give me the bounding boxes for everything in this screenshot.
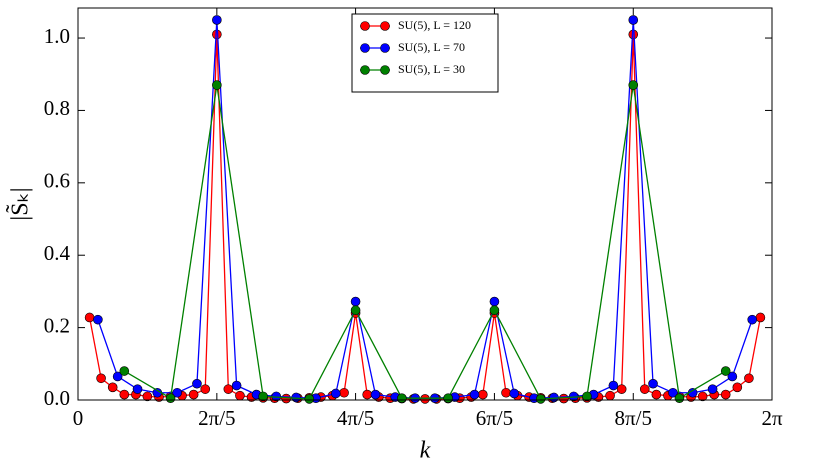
x-axis-label: k bbox=[420, 438, 431, 464]
point bbox=[339, 387, 349, 398]
point bbox=[304, 394, 315, 404]
point bbox=[720, 366, 731, 376]
point bbox=[119, 389, 130, 400]
point bbox=[172, 387, 182, 398]
point bbox=[350, 296, 361, 307]
legend-marker bbox=[380, 21, 390, 31]
x-tick-label: 4π/5 bbox=[337, 406, 374, 430]
point bbox=[668, 387, 678, 398]
y-tick-label: 0.0 bbox=[44, 386, 70, 410]
point bbox=[501, 387, 511, 398]
legend-box bbox=[351, 13, 499, 93]
y-tick-label: 0.8 bbox=[44, 96, 70, 120]
point bbox=[107, 382, 118, 393]
point bbox=[558, 393, 569, 404]
point bbox=[281, 393, 292, 404]
x-tick-label: 6π/5 bbox=[476, 406, 513, 430]
legend-label: SU(5), L = 30 bbox=[398, 62, 465, 76]
point bbox=[350, 305, 361, 316]
point bbox=[212, 15, 222, 25]
point bbox=[223, 384, 234, 394]
plot-frame bbox=[77, 7, 773, 401]
point bbox=[616, 384, 627, 394]
point bbox=[200, 384, 211, 394]
point bbox=[258, 391, 268, 402]
point bbox=[188, 389, 199, 400]
point bbox=[231, 380, 242, 391]
y-axis-label: |S̃ₖ| bbox=[6, 187, 34, 220]
point bbox=[720, 389, 731, 400]
point bbox=[582, 391, 592, 402]
point bbox=[732, 382, 743, 393]
x-tick-label: 0 bbox=[73, 406, 84, 430]
point bbox=[697, 391, 708, 402]
point bbox=[628, 15, 639, 25]
point bbox=[112, 371, 123, 382]
series-line bbox=[123, 85, 727, 400]
point bbox=[212, 80, 222, 90]
legend-marker bbox=[380, 65, 390, 75]
y-tick-label: 0.4 bbox=[44, 241, 71, 265]
point bbox=[639, 384, 650, 394]
point bbox=[628, 80, 639, 90]
legend: SU(5), L = 120 SU(5), L = 70 SU(5), L = 30 bbox=[351, 13, 499, 93]
y-tick-label: 0.2 bbox=[44, 313, 70, 337]
x-tick-label: 2π/5 bbox=[198, 406, 235, 430]
point bbox=[165, 393, 176, 403]
x-tick-label: 8π/5 bbox=[615, 406, 652, 430]
legend-marker bbox=[360, 65, 370, 75]
point bbox=[362, 389, 372, 400]
point bbox=[93, 314, 103, 325]
point bbox=[535, 394, 546, 404]
point bbox=[489, 305, 500, 316]
point bbox=[727, 371, 738, 382]
point bbox=[648, 378, 658, 389]
x-tick-label: 2π bbox=[761, 406, 783, 430]
point bbox=[509, 388, 519, 399]
legend-marker bbox=[360, 43, 370, 53]
legend-marker bbox=[360, 21, 370, 31]
point bbox=[674, 393, 685, 403]
point bbox=[331, 388, 341, 399]
point bbox=[605, 390, 615, 401]
point bbox=[707, 384, 718, 394]
point bbox=[744, 373, 754, 384]
point bbox=[397, 393, 407, 403]
point bbox=[608, 380, 619, 391]
point bbox=[469, 389, 480, 400]
legend-label: SU(5), L = 70 bbox=[398, 40, 465, 54]
point bbox=[192, 378, 202, 389]
legend-label: SU(5), L = 120 bbox=[398, 18, 471, 32]
point bbox=[747, 314, 758, 325]
point bbox=[420, 394, 430, 404]
point bbox=[651, 389, 662, 400]
point bbox=[84, 312, 95, 323]
point bbox=[132, 384, 143, 394]
point bbox=[96, 373, 106, 384]
y-tick-label: 0.6 bbox=[44, 169, 70, 193]
legend-marker bbox=[380, 43, 390, 53]
point bbox=[235, 390, 245, 401]
point bbox=[370, 389, 381, 400]
point bbox=[755, 312, 766, 323]
point bbox=[119, 366, 130, 376]
point bbox=[478, 389, 488, 400]
y-tick-label: 1.0 bbox=[44, 24, 70, 48]
point bbox=[142, 391, 153, 402]
point bbox=[443, 393, 453, 403]
point bbox=[489, 296, 500, 307]
